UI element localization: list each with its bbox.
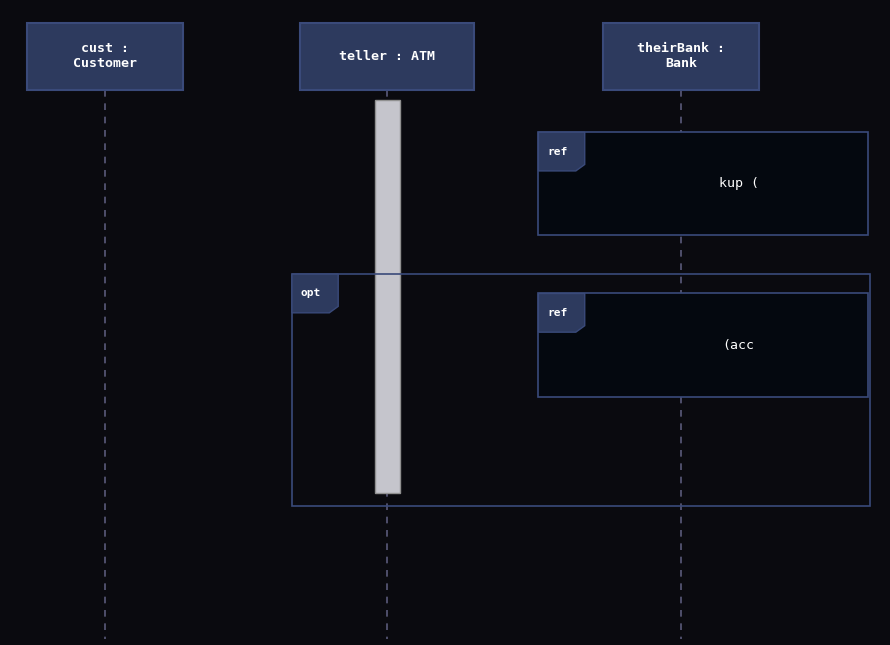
Text: cust :
Customer: cust : Customer: [73, 43, 137, 70]
Bar: [538, 293, 868, 397]
Polygon shape: [538, 293, 585, 332]
Text: kup (: kup (: [719, 177, 758, 190]
Bar: [28, 23, 183, 90]
Text: theirBank :
Bank: theirBank : Bank: [637, 43, 724, 70]
Text: (acc: (acc: [723, 339, 755, 352]
Text: opt: opt: [301, 288, 320, 299]
Polygon shape: [292, 274, 338, 313]
Bar: [292, 274, 870, 506]
Bar: [538, 132, 868, 235]
Text: ref: ref: [547, 146, 567, 157]
Text: teller : ATM: teller : ATM: [339, 50, 435, 63]
Polygon shape: [538, 132, 585, 171]
Text: ref: ref: [547, 308, 567, 318]
Bar: [301, 23, 473, 90]
Bar: [375, 100, 400, 493]
Bar: [672, 300, 690, 390]
Bar: [672, 139, 690, 229]
Bar: [603, 23, 759, 90]
